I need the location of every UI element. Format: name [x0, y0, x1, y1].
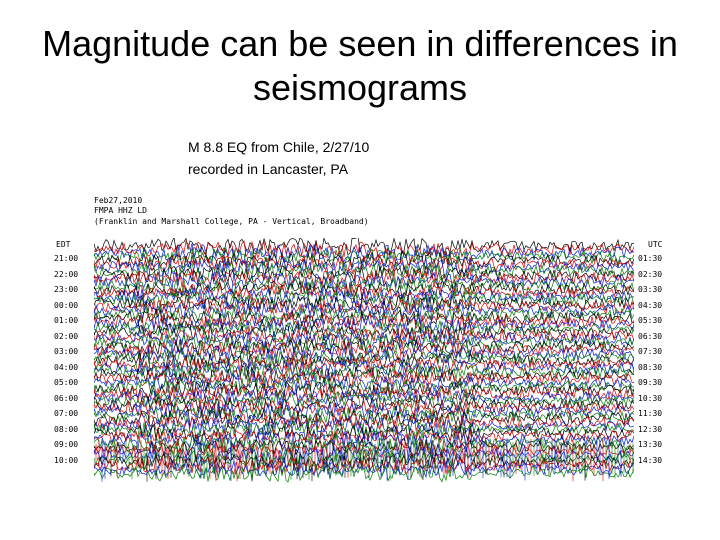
right-time-label: 09:30: [638, 378, 663, 387]
right-time-label: 08:30: [638, 362, 663, 372]
left-time-label: 00:00: [54, 300, 79, 310]
left-time-label: 06:00: [54, 393, 79, 403]
right-time-label: 03:30: [638, 285, 663, 294]
left-time-label: 08:00: [54, 424, 79, 434]
seismogram-trace: [94, 394, 634, 415]
right-time-label: 04:30: [638, 300, 663, 310]
right-time-label: 05:30: [638, 316, 663, 325]
seismogram-trace: [94, 376, 634, 397]
right-time-label: 02:30: [638, 269, 663, 279]
seismogram-trace: [94, 322, 634, 342]
seismogram-trace: [94, 264, 634, 285]
seismogram-trace: [94, 289, 634, 310]
right-time-label: 13:30: [638, 440, 663, 449]
left-time-label: 22:00: [54, 269, 79, 279]
seismogram-trace: [94, 240, 634, 260]
seismogram-trace: [94, 428, 634, 447]
caption-line-event: M 8.8 EQ from Chile, 2/27/10: [188, 139, 370, 155]
right-time-label: 12:30: [638, 424, 663, 434]
left-time-label: 04:00: [54, 362, 79, 372]
seismogram-caption: M 8.8 EQ from Chile, 2/27/10 recorded in…: [188, 136, 369, 180]
seismogram-trace: [94, 458, 634, 479]
seismogram-date: Feb27,2010: [94, 196, 143, 205]
right-time-label: 11:30: [638, 409, 663, 418]
seismogram-trace: [94, 423, 634, 444]
seismogram-trace: [94, 319, 634, 338]
right-time-label: 10:30: [638, 393, 663, 403]
left-time-label: 07:00: [54, 409, 79, 418]
left-time-label: 05:00: [54, 378, 79, 387]
seismogram-station: FMPA HHZ LD: [94, 206, 147, 215]
right-timezone-label: UTC: [648, 240, 663, 249]
seismogram-image: Feb27,2010 FMPA HHZ LD (Franklin and Mar…: [52, 196, 668, 496]
seismogram-trace: [94, 408, 634, 428]
slide-title: Magnitude can be seen in differences in …: [42, 23, 678, 108]
seismogram-trace: [94, 354, 634, 376]
left-time-label: 10:00: [54, 455, 79, 465]
left-time-label: 01:00: [54, 316, 79, 325]
seismogram-trace: [94, 369, 634, 390]
seismogram-trace: [94, 405, 634, 426]
seismogram-trace: [94, 326, 634, 346]
left-time-label: 21:00: [54, 254, 79, 263]
left-time-label: 23:00: [54, 285, 79, 294]
caption-line-location: recorded in Lancaster, PA: [188, 161, 349, 177]
right-time-label: 14:30: [638, 455, 663, 465]
right-time-label: 01:30: [638, 254, 663, 263]
left-time-label: 02:00: [54, 331, 79, 341]
seismogram-trace: [94, 401, 634, 423]
seismogram-trace: [94, 387, 634, 407]
seismogram-trace: [94, 253, 634, 274]
seismogram-traces: [94, 238, 634, 483]
seismogram-trace: [94, 246, 634, 266]
right-time-label: 06:30: [638, 331, 663, 341]
seismogram-trace: [94, 416, 634, 437]
left-timezone-label: EDT: [56, 240, 71, 249]
right-time-label: 07:30: [638, 347, 663, 356]
seismogram-trace: [94, 261, 634, 281]
seismogram-trace: [94, 276, 634, 296]
seismogram-trace: [94, 294, 634, 314]
seismogram-trace: [94, 297, 634, 318]
left-time-label: 09:00: [54, 440, 79, 449]
seismogram-trace: [94, 362, 634, 382]
seismogram-trace: [94, 455, 634, 475]
seismogram-trace: [94, 429, 634, 450]
seismogram-trace: [94, 238, 634, 257]
seismogram-trace: [94, 462, 634, 483]
seismogram-trace: [94, 373, 634, 394]
seismogram-trace: [94, 243, 634, 264]
seismogram-site: (Franklin and Marshall College, PA - Ver…: [94, 217, 369, 226]
left-time-label: 03:00: [54, 347, 79, 356]
seismogram-trace: [94, 451, 634, 472]
